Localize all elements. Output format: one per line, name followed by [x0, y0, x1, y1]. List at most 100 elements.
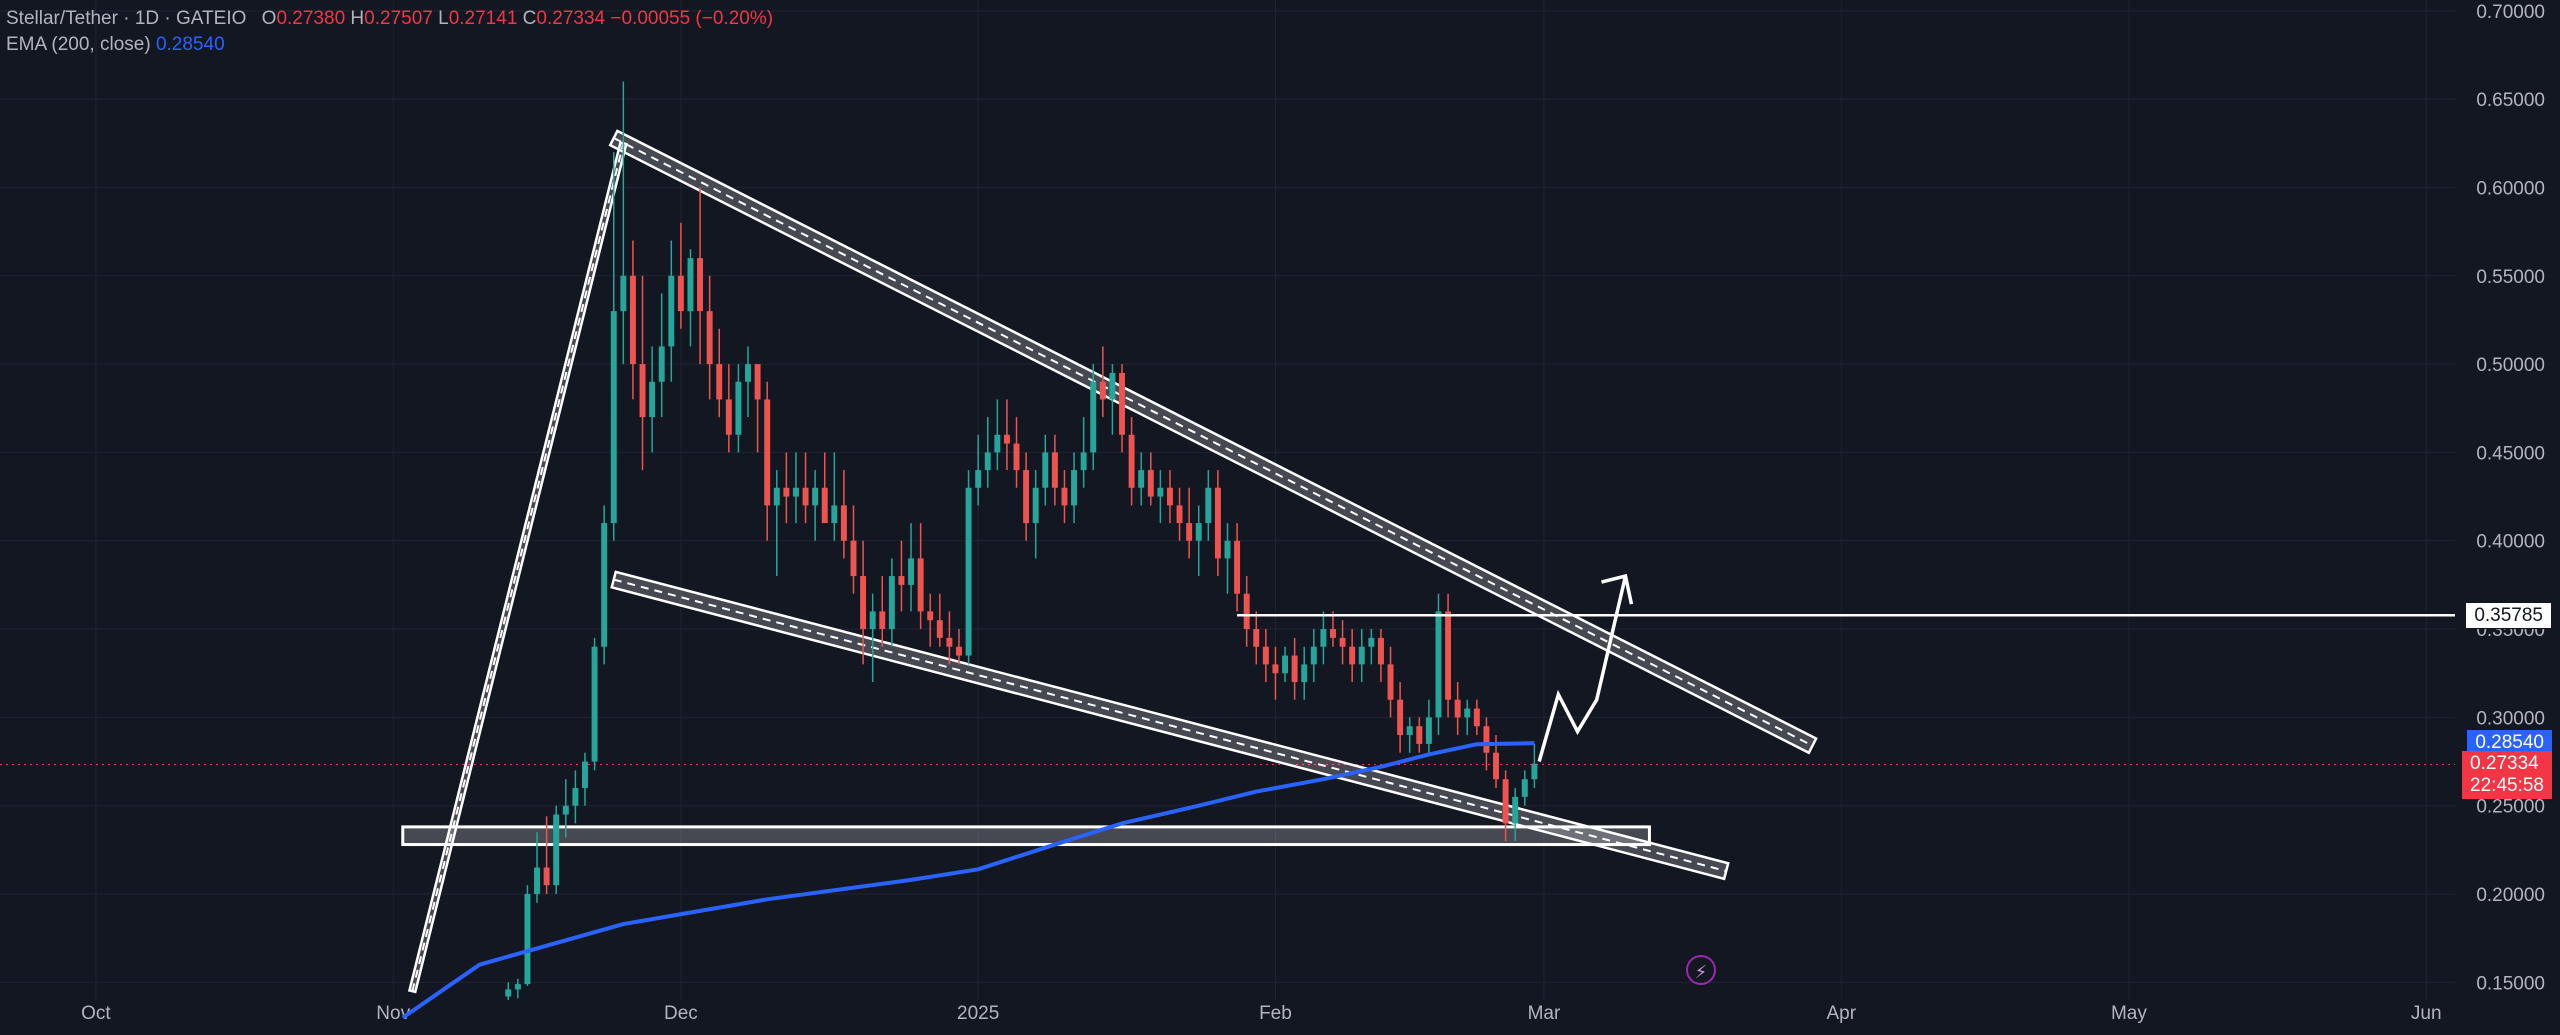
candle-body [1416, 726, 1423, 744]
candle-body [601, 523, 608, 647]
candle-body [1051, 452, 1058, 488]
candle-body [1358, 646, 1365, 665]
candle-body [1397, 699, 1404, 736]
ema-line [401, 741, 1535, 1020]
candle-body [936, 620, 943, 638]
candle-body [1157, 487, 1164, 497]
x-tick-label: May [2111, 1003, 2147, 1024]
candle-body [1320, 629, 1327, 647]
candle-body [956, 646, 962, 656]
flash-icon[interactable]: ⚡ [1686, 955, 1716, 985]
candle-body [677, 275, 684, 312]
ema-price-tag: 0.28540 [2467, 730, 2552, 756]
candle-body [1109, 372, 1116, 400]
candle-body [1205, 487, 1212, 524]
candle-body [639, 364, 646, 418]
last-price-tag: 0.27334 22:45:58 [2462, 751, 2552, 800]
candle-body [840, 505, 847, 541]
candle-body [524, 894, 531, 985]
candle-body [725, 399, 732, 435]
candle-body [1291, 655, 1298, 683]
close-label: C [522, 8, 537, 29]
candle-body [1013, 443, 1020, 471]
candle-body [1080, 452, 1087, 471]
y-tick-label: 0.55000 [2476, 267, 2545, 288]
candle-body [1214, 487, 1221, 559]
ema-label[interactable]: EMA (200, close) [6, 34, 151, 55]
candle-body [975, 470, 982, 488]
candle-body [1224, 540, 1231, 559]
candle-body [1262, 646, 1269, 665]
candle-body [908, 558, 915, 585]
upper-trendline [608, 129, 1818, 755]
candle-body [687, 258, 694, 312]
candle-body [1119, 372, 1125, 435]
candle-body [1128, 434, 1135, 488]
candle-body [860, 576, 867, 630]
x-tick-label: 2025 [957, 1003, 999, 1024]
candle-body [1502, 779, 1509, 824]
legend-main: Stellar/Tether · 1D · GATEIO O0.27380 H0… [6, 6, 773, 32]
candle-body [869, 611, 876, 630]
open-label: O [261, 8, 277, 29]
candle-body [1186, 523, 1193, 541]
candle-body [1282, 655, 1289, 674]
candle-body [764, 399, 771, 506]
candle-body [1195, 523, 1202, 541]
candle-body [706, 311, 713, 365]
candle-body [1445, 611, 1452, 700]
x-tick-label: Oct [81, 1003, 111, 1024]
candle-body [1243, 593, 1250, 630]
candle-body [946, 637, 953, 647]
x-tick-label: Apr [1826, 1003, 1856, 1024]
candle-body [1071, 470, 1078, 506]
candle-body [745, 364, 751, 382]
candle-body [735, 381, 742, 435]
candle-body [649, 381, 656, 418]
x-tick-label: Nov [376, 1003, 410, 1024]
candle-body [812, 487, 819, 506]
low-label: L [438, 8, 449, 29]
candle-body [888, 576, 895, 630]
candle-body [1301, 664, 1308, 683]
candle-body [1166, 487, 1173, 506]
candle-body [1090, 381, 1097, 453]
candle-body [1310, 646, 1317, 665]
candle-body [1464, 708, 1471, 718]
projection-arrow-head [1601, 573, 1634, 605]
candle-body [697, 258, 704, 312]
candles [505, 81, 1538, 1000]
y-tick-label: 0.30000 [2476, 708, 2545, 729]
candle-body [505, 989, 512, 997]
y-tick-label: 0.50000 [2476, 355, 2545, 376]
y-tick-label: 0.15000 [2476, 973, 2545, 994]
candle-body [783, 487, 790, 497]
candle-body [1003, 434, 1010, 444]
candle-body [1512, 796, 1519, 824]
symbol-title[interactable]: Stellar/Tether · 1D · GATEIO [6, 8, 247, 29]
candle-body [1368, 637, 1375, 647]
candle-body [1272, 664, 1279, 674]
y-tick-label: 0.65000 [2476, 90, 2545, 111]
candle-body [1330, 629, 1336, 638]
candle-body [1454, 699, 1461, 718]
candle-body [620, 275, 627, 312]
candle-body [850, 540, 857, 577]
y-tick-label: 0.25000 [2476, 797, 2545, 818]
last-price-value: 0.27334 [2470, 753, 2539, 775]
candle-body [965, 487, 972, 656]
low-value: 0.27141 [448, 8, 518, 29]
candle-body [1042, 452, 1049, 488]
candle-body [514, 984, 521, 990]
candle-body [1176, 505, 1183, 524]
legend: Stellar/Tether · 1D · GATEIO O0.27380 H0… [6, 6, 773, 58]
candle-body [1435, 611, 1442, 718]
drawings-front [1237, 573, 2455, 763]
candle-body [1138, 470, 1145, 488]
candle-body [1531, 763, 1538, 780]
candle-body [582, 761, 588, 789]
candle-body [1023, 470, 1030, 524]
candle-body [591, 646, 598, 762]
